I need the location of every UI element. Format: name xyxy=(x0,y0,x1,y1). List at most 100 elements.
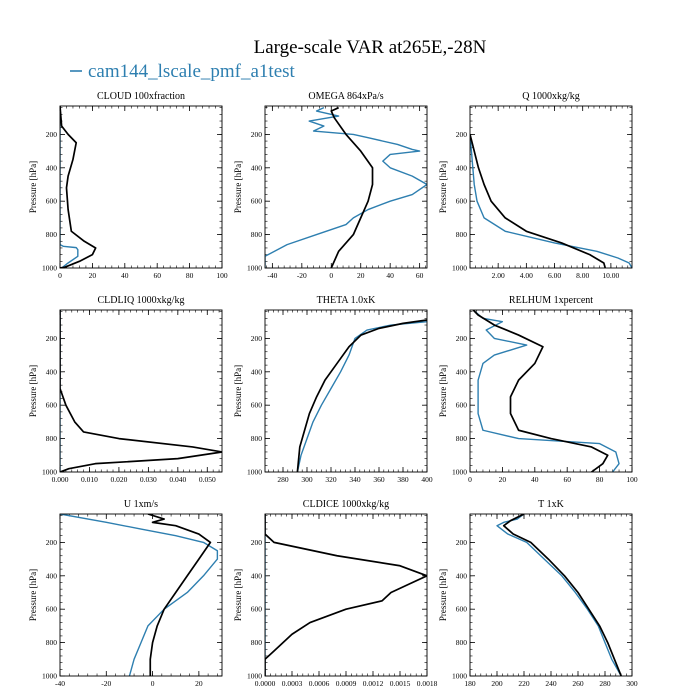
y-tick-label: 600 xyxy=(251,605,263,614)
panel-8: T 1xK Pressure [hPa] 180 200 220 240 260 280 300… xyxy=(438,499,638,688)
y-axis-label: Pressure [hPa] xyxy=(438,569,448,621)
series-line-black xyxy=(147,514,212,676)
y-tick-label: 800 xyxy=(46,638,58,647)
series-group xyxy=(472,310,620,472)
plot-frame xyxy=(59,513,223,677)
y-tick-label: 800 xyxy=(251,638,263,647)
series-group xyxy=(265,514,427,676)
y-tick-label: 800 xyxy=(251,434,263,443)
y-axis-label: Pressure [hPa] xyxy=(28,569,38,621)
panels: CLOUD 100xfraction Pressure [hPa] 0 20 40 60 8… xyxy=(28,91,638,688)
y-tick-label: 1000 xyxy=(452,672,467,681)
y-tick-label: 400 xyxy=(456,163,468,172)
plot-frame xyxy=(469,309,633,473)
y-tick-label: 800 xyxy=(46,230,58,239)
series-group xyxy=(265,106,427,268)
series-line-blue xyxy=(472,310,620,472)
x-tick-label: 0 xyxy=(329,271,333,280)
y-tick-label: 1000 xyxy=(452,468,467,477)
x-tick-label: 220 xyxy=(518,679,530,688)
y-tick-label: 600 xyxy=(456,197,468,206)
x-tick-label: 0.0015 xyxy=(390,679,411,688)
y-tick-label: 1000 xyxy=(42,264,57,273)
y-tick-label: 200 xyxy=(46,130,58,139)
y-tick-label: 600 xyxy=(456,401,468,410)
panel-title: RELHUM 1xpercent xyxy=(509,295,593,306)
y-tick-label: 200 xyxy=(456,538,468,547)
series-group xyxy=(470,134,632,268)
y-tick-label: 1000 xyxy=(247,264,262,273)
panel-title: U 1xm/s xyxy=(124,499,158,510)
series-line-black xyxy=(330,106,374,268)
series-line-black xyxy=(265,514,427,676)
y-tick-label: 600 xyxy=(456,605,468,614)
y-tick-label: 1000 xyxy=(42,468,57,477)
figure-title: Large-scale VAR at265E,-28N xyxy=(254,37,487,58)
series-line-black xyxy=(60,310,222,472)
y-tick-label: 1000 xyxy=(42,672,57,681)
x-tick-label: 20 xyxy=(357,271,365,280)
y-tick-label: 600 xyxy=(46,197,58,206)
y-tick-label: 200 xyxy=(46,334,58,343)
x-tick-label: 0.030 xyxy=(140,475,157,484)
x-tick-label: 300 xyxy=(301,475,313,484)
series-line-black xyxy=(296,319,427,472)
y-axis-label: Pressure [hPa] xyxy=(233,365,243,417)
plot-frame xyxy=(59,309,223,473)
y-tick-label: 800 xyxy=(456,638,468,647)
x-tick-label: -40 xyxy=(55,679,65,688)
panel-4: THETA 1.0xK Pressure [hPa] 280 300 320 340 360… xyxy=(233,295,433,484)
x-tick-label: 0 xyxy=(468,475,472,484)
panel-title: Q 1000xkg/kg xyxy=(522,91,580,102)
y-tick-label: 1000 xyxy=(247,672,262,681)
y-tick-label: 200 xyxy=(251,130,263,139)
x-tick-label: 0.0009 xyxy=(336,679,357,688)
x-tick-label: 280 xyxy=(599,679,611,688)
y-tick-label: 400 xyxy=(456,571,468,580)
plot-frame xyxy=(59,105,223,269)
series-group xyxy=(60,514,219,676)
x-tick-label: 300 xyxy=(626,679,638,688)
x-tick-label: 8.00 xyxy=(576,271,589,280)
x-tick-label: 80 xyxy=(596,475,604,484)
plot-frame xyxy=(264,513,428,677)
series-group xyxy=(296,319,427,472)
panel-5: RELHUM 1xpercent Pressure [hPa] 0 20 40 60 80 1… xyxy=(438,295,638,484)
x-tick-label: 0.040 xyxy=(169,475,186,484)
x-tick-label: 320 xyxy=(325,475,337,484)
x-tick-label: 100 xyxy=(626,475,638,484)
x-tick-label: -20 xyxy=(297,271,307,280)
x-tick-label: 20 xyxy=(499,475,507,484)
x-tick-label: 0.0018 xyxy=(417,679,438,688)
y-tick-label: 1000 xyxy=(247,468,262,477)
x-tick-label: 360 xyxy=(373,475,385,484)
x-tick-label: 0.0006 xyxy=(309,679,330,688)
panel-0: CLOUD 100xfraction Pressure [hPa] 0 20 40 60 8… xyxy=(28,91,228,280)
x-tick-label: 6.00 xyxy=(548,271,561,280)
x-tick-label: 200 xyxy=(491,679,503,688)
y-tick-label: 1000 xyxy=(452,264,467,273)
y-tick-label: 200 xyxy=(46,538,58,547)
y-tick-label: 800 xyxy=(251,230,263,239)
panel-title: THETA 1.0xK xyxy=(317,295,376,306)
x-tick-label: 100 xyxy=(216,271,228,280)
y-tick-label: 400 xyxy=(46,571,58,580)
panel-title: CLDLIQ 1000xkg/kg xyxy=(98,295,185,306)
y-tick-label: 600 xyxy=(251,401,263,410)
x-tick-label: 0 xyxy=(151,679,155,688)
y-tick-label: 400 xyxy=(46,367,58,376)
series-group xyxy=(496,514,622,676)
series-line-black xyxy=(502,514,622,676)
y-tick-label: 800 xyxy=(46,434,58,443)
x-tick-label: 40 xyxy=(121,271,129,280)
panel-7: CLDICE 1000xkg/kg Pressure [hPa] 0.0000 0.0… xyxy=(233,499,438,688)
x-tick-label: 2.00 xyxy=(492,271,505,280)
panel-title: T 1xK xyxy=(538,499,564,510)
y-tick-label: 400 xyxy=(251,367,263,376)
y-tick-label: 200 xyxy=(456,130,468,139)
y-tick-label: 600 xyxy=(46,605,58,614)
plot-frame xyxy=(264,309,428,473)
x-tick-label: 60 xyxy=(153,271,161,280)
y-axis-label: Pressure [hPa] xyxy=(28,161,38,213)
series-line-blue xyxy=(60,107,79,268)
